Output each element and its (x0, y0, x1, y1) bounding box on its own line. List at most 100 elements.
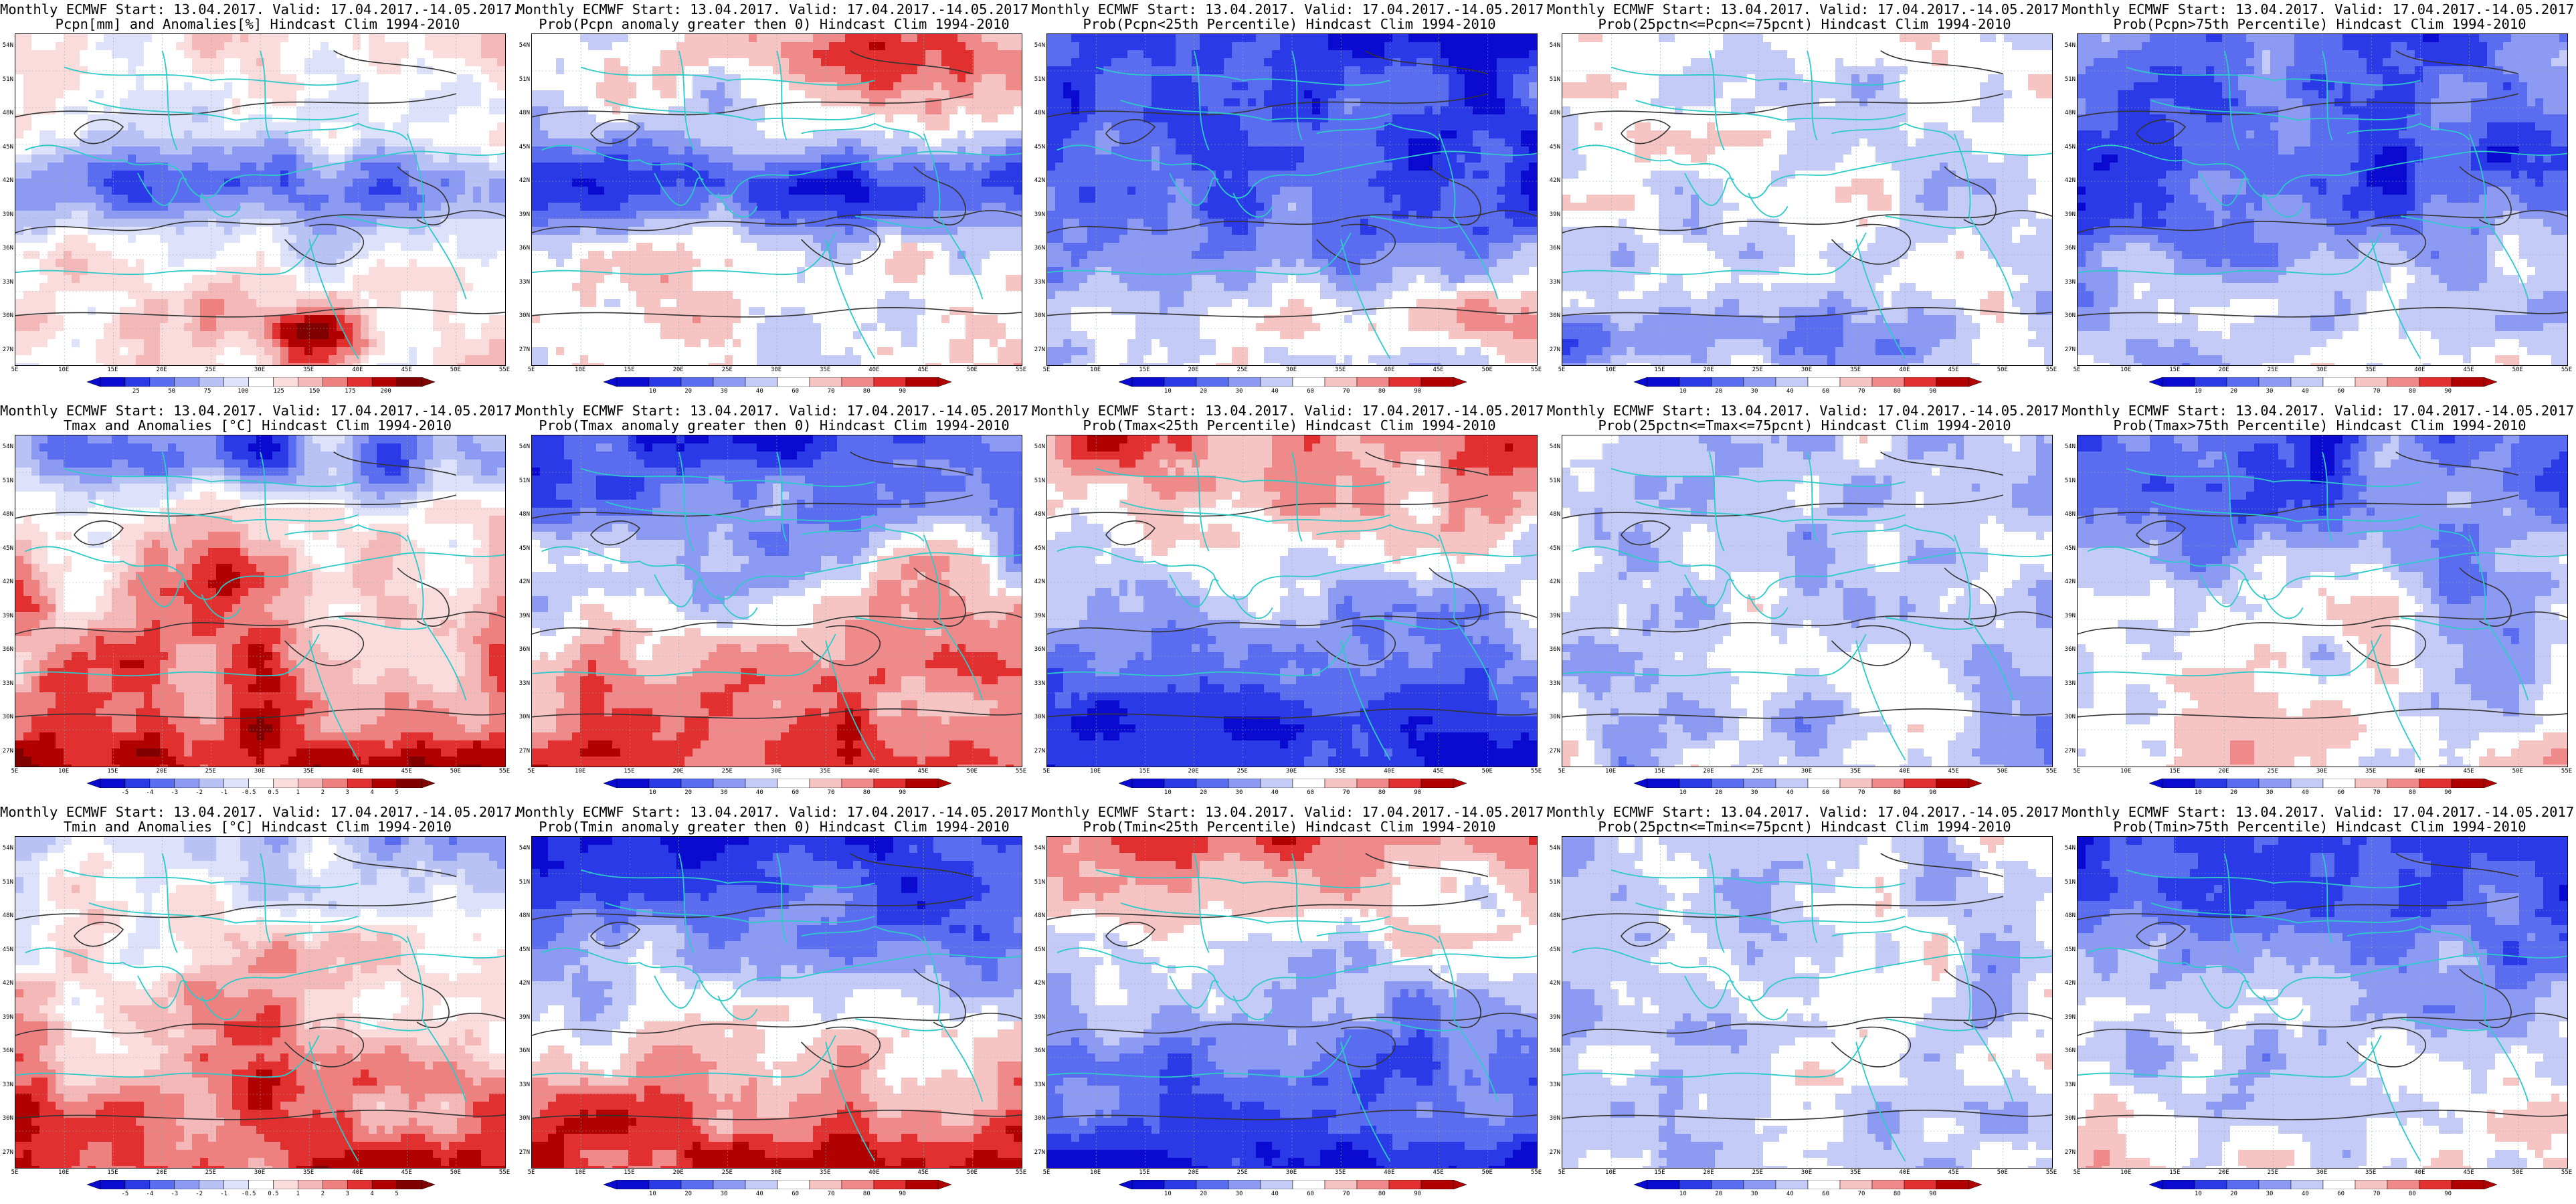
colorbar-segment (713, 779, 746, 788)
x-tick-label: 40E (1381, 1169, 1397, 1176)
x-tick-label: 15E (1651, 768, 1667, 775)
y-tick-label: 45N (0, 545, 13, 552)
x-tick-label: 40E (1381, 768, 1397, 775)
x-tick-label: 5E (2069, 1169, 2085, 1176)
x-tick-label: 45E (1946, 367, 1962, 373)
x-tick-label: 30E (252, 1169, 268, 1176)
y-tick-label: 33N (1032, 279, 1045, 286)
colorbar-segment (149, 1180, 175, 1189)
colorbar-label: 150 (304, 388, 325, 395)
colorbar-segment (371, 1180, 397, 1189)
colorbar-segment (1324, 377, 1358, 387)
x-tick-label: 5E (1554, 768, 1570, 775)
x-tick-label: 25E (1750, 1169, 1766, 1176)
y-tick-label: 30N (2062, 714, 2076, 720)
colorbar-label: 90 (893, 789, 913, 796)
colorbar-segment (149, 779, 175, 788)
colorbar-segment (1260, 1180, 1293, 1189)
map-panel-tmin-gt0: Monthly ECMWF Start: 13.04.2017. Valid: … (517, 803, 1037, 1204)
y-tick-label: 54N (0, 443, 13, 450)
coastlines-borders (1047, 50, 1537, 359)
y-tick-label: 36N (0, 646, 13, 653)
colorbar-label: -2 (189, 1191, 209, 1197)
colorbar-segment (2451, 1180, 2484, 1189)
colorbar-label: 20 (2224, 1191, 2244, 1197)
y-tick-label: 48N (2062, 511, 2076, 518)
x-tick-label: 50E (1995, 367, 2011, 373)
x-tick-label: 5E (2069, 768, 2085, 775)
colorbar-segment (1775, 779, 1809, 788)
x-tick-label: 35E (300, 1169, 316, 1176)
panel-title-line1: Monthly ECMWF Start: 13.04.2017. Valid: … (1547, 2, 2067, 17)
colorbar-segment (873, 779, 907, 788)
colorbar-segment (1775, 377, 1809, 387)
colorbar-segment (841, 377, 875, 387)
x-tick-label: 20E (2216, 367, 2232, 373)
y-tick-label: 42N (1547, 177, 1560, 184)
x-tick-label: 10E (56, 768, 72, 775)
colorbar-segment (124, 1180, 151, 1189)
y-tick-label: 54N (1032, 845, 1045, 851)
colorbar-segment (1292, 779, 1325, 788)
x-tick-label: 5E (7, 768, 23, 775)
y-tick-label: 36N (0, 1047, 13, 1054)
x-tick-label: 45E (399, 1169, 415, 1176)
colorbar-segment (1936, 779, 1969, 788)
x-tick-label: 40E (866, 768, 882, 775)
x-tick-label: 5E (7, 367, 23, 373)
y-tick-label: 27N (0, 346, 13, 353)
coastlines-borders (1562, 853, 2052, 1162)
y-tick-label: 27N (2062, 748, 2076, 755)
colorbar-label: 20 (2224, 789, 2244, 796)
contour-lines (532, 452, 1022, 719)
y-tick-label: 45N (1032, 946, 1045, 953)
map-field-svg (532, 837, 1022, 1168)
colorbar-segment (1420, 1180, 1454, 1189)
x-tick-label: 25E (1234, 1169, 1251, 1176)
map-plot-area (1562, 33, 2053, 366)
colorbar-segment (1388, 1180, 1422, 1189)
colorbar-segment (2451, 779, 2484, 788)
y-tick-label: 39N (2062, 1014, 2076, 1021)
x-tick-label: 40E (349, 1169, 365, 1176)
x-tick-label: 25E (1750, 367, 1766, 373)
colorbar-segment (713, 1180, 746, 1189)
colorbar-segment (905, 377, 939, 387)
panel-title-line1: Monthly ECMWF Start: 13.04.2017. Valid: … (1547, 805, 2067, 819)
colorbar-segment (809, 1180, 842, 1189)
map-plot-area (15, 33, 506, 366)
colorbar-segment (323, 1180, 348, 1189)
colorbar-label: 20 (1709, 1191, 1729, 1197)
colorbar-label: 10 (1158, 388, 1178, 395)
x-tick-label: 15E (104, 1169, 120, 1176)
colorbar-segment (1131, 377, 1165, 387)
x-tick-label: 55E (1528, 1169, 1544, 1176)
y-tick-label: 42N (2062, 177, 2076, 184)
colorbar-label: 80 (856, 1191, 877, 1197)
map-field-svg (15, 837, 505, 1168)
y-tick-label: 33N (0, 1082, 13, 1088)
colorbar-label: 90 (1408, 789, 1428, 796)
x-tick-label: 20E (1186, 1169, 1202, 1176)
colorbar (604, 377, 951, 387)
x-tick-label: 50E (2510, 768, 2526, 775)
shaded-field (1047, 435, 1537, 767)
colorbar-label: 2 (312, 789, 333, 796)
colorbar (1634, 1180, 1982, 1189)
colorbar-segment (1839, 779, 1873, 788)
colorbar-label: 0.5 (263, 789, 283, 796)
x-tick-label: 10E (2118, 768, 2134, 775)
coastlines-borders (2078, 853, 2567, 1162)
panel-title-line2: Prob(Tmax>75th Percentile) Hindcast Clim… (2062, 418, 2576, 433)
x-tick-label: 50E (1479, 1169, 1495, 1176)
colorbar-label: 125 (269, 388, 289, 395)
colorbar-label: 30 (1229, 789, 1249, 796)
x-tick-label: 35E (1332, 768, 1348, 775)
y-tick-label: 39N (2062, 613, 2076, 619)
graticule (1047, 837, 1537, 1168)
shaded-field (1562, 34, 2052, 365)
colorbar-segment (1807, 779, 1841, 788)
y-tick-label: 30N (1547, 1115, 1560, 1122)
y-tick-label: 33N (1547, 680, 1560, 687)
colorbar-segment (680, 1180, 714, 1189)
